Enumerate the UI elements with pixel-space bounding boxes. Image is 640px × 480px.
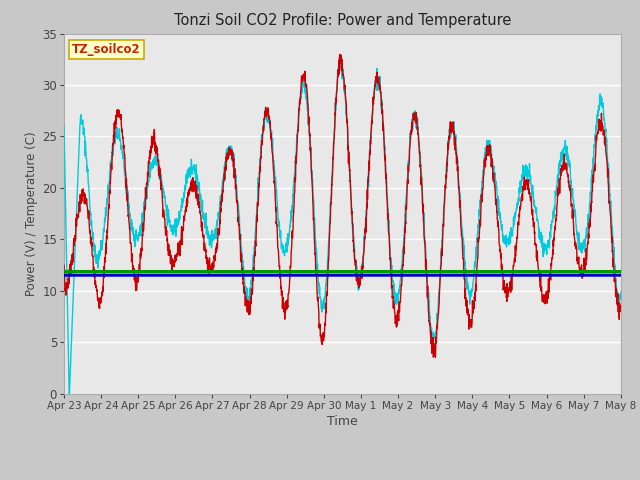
Title: Tonzi Soil CO2 Profile: Power and Temperature: Tonzi Soil CO2 Profile: Power and Temper… [173, 13, 511, 28]
Y-axis label: Power (V) / Temperature (C): Power (V) / Temperature (C) [25, 132, 38, 296]
Text: TZ_soilco2: TZ_soilco2 [72, 43, 141, 56]
X-axis label: Time: Time [327, 415, 358, 428]
